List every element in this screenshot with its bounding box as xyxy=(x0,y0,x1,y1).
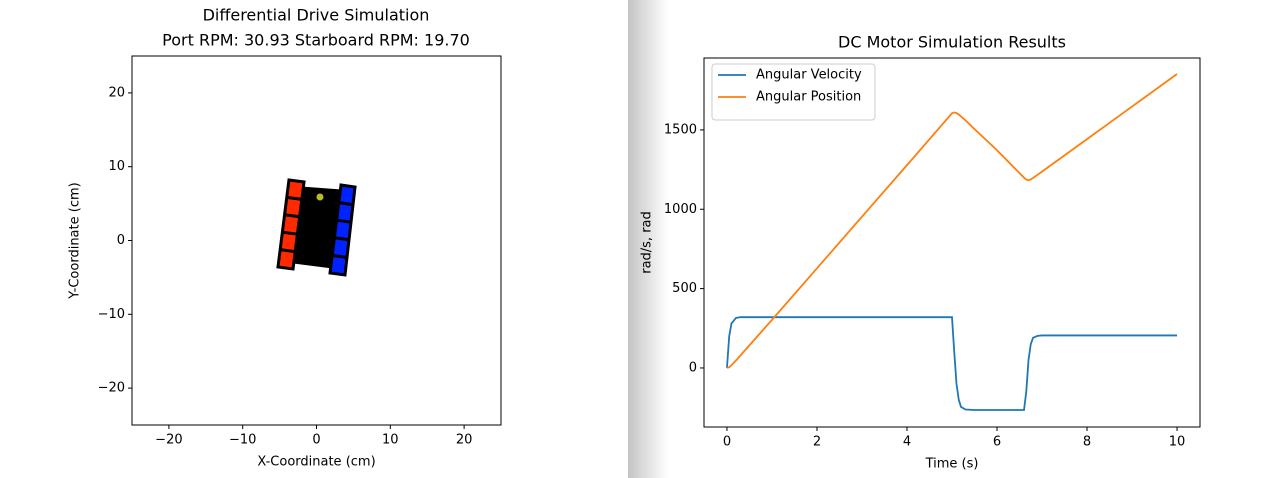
x-axis-label: X-Coordinate (cm) xyxy=(257,455,375,470)
wheel-tread xyxy=(286,195,303,201)
wheel-tread xyxy=(332,253,348,259)
wheel-tread xyxy=(279,248,296,254)
wheel-tread xyxy=(336,218,352,224)
y-tick-label: 10 xyxy=(108,159,125,174)
wheel-tread xyxy=(282,230,298,236)
wheel-tread xyxy=(284,213,300,219)
y-tick-label: 500 xyxy=(672,281,697,296)
y-tick-label: 1000 xyxy=(664,202,697,217)
axes-frame xyxy=(703,57,1201,428)
y-tick-label: 20 xyxy=(108,85,125,100)
x-tick-label: 2 xyxy=(813,435,821,450)
x-tick-label: 8 xyxy=(1083,435,1091,450)
legend-box xyxy=(711,63,876,121)
x-tick-label: −10 xyxy=(229,433,256,448)
panel-divider xyxy=(628,0,668,478)
y-tick-label: 0 xyxy=(117,233,125,248)
series-line xyxy=(726,316,1178,411)
y-tick-label: −20 xyxy=(98,381,125,396)
y-tick-label: 0 xyxy=(689,360,697,375)
x-tick-label: 0 xyxy=(723,435,731,450)
chart-title: DC Motor Simulation Results xyxy=(838,33,1066,52)
robot-sensor xyxy=(316,193,324,201)
axes-frame xyxy=(131,55,502,426)
x-tick-label: −20 xyxy=(155,433,182,448)
y-tick-label: 1500 xyxy=(664,122,697,137)
x-tick-label: 4 xyxy=(903,435,911,450)
x-tick-label: 0 xyxy=(312,433,320,448)
x-tick-label: 10 xyxy=(382,433,399,448)
wheel-tread xyxy=(338,201,354,207)
robot-wheel xyxy=(276,178,306,271)
chart-title: Differential Drive Simulation xyxy=(203,6,430,25)
robot-wheel xyxy=(328,183,357,277)
series-line xyxy=(726,73,1178,369)
wheel-tread xyxy=(334,236,350,242)
y-axis-label: Y-Coordinate (cm) xyxy=(68,182,83,299)
legend-label: Angular Position xyxy=(756,90,861,105)
y-tick-label: −10 xyxy=(98,307,125,322)
x-tick-label: 20 xyxy=(456,433,473,448)
chart-subtitle: Port RPM: 30.93 Starboard RPM: 19.70 xyxy=(162,31,470,50)
legend-label: Angular Velocity xyxy=(756,68,862,83)
x-tick-label: 6 xyxy=(993,435,1001,450)
y-axis-label: rad/s, rad xyxy=(640,211,655,274)
x-axis-label: Time (s) xyxy=(925,457,979,472)
x-tick-label: 10 xyxy=(1169,435,1186,450)
